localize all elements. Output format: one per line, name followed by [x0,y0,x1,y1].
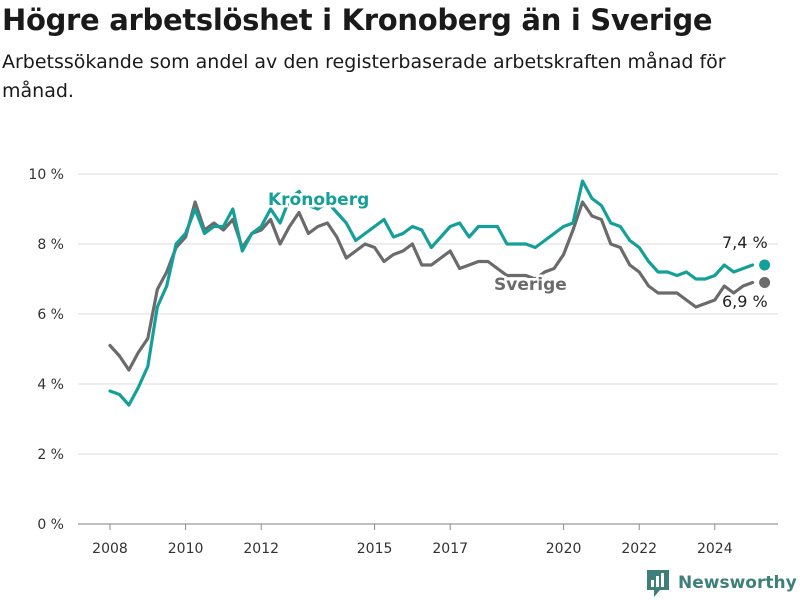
x-tick-label: 2024 [697,541,733,557]
series-label-kronoberg: Kronoberg [268,190,369,210]
end-value-label-sverige: 6,9 % [722,292,768,311]
end-dot-kronoberg [759,259,771,271]
y-tick-label: 4 % [37,377,64,393]
series-line-kronoberg [108,179,755,407]
series-line-sverige [108,200,755,372]
chart-labels: Kronoberg Sverige 7,4 % 6,9 % [266,188,768,312]
chart-title: Högre arbetslöshet i Kronoberg än i Sver… [2,3,713,37]
chart-subtitle: Arbetssökande som andel av den registerb… [2,51,726,102]
y-tick-label: 2 % [37,447,64,463]
x-tick-label: 2015 [357,541,393,557]
x-tick-label: 2012 [243,541,279,557]
series-lines [108,179,771,407]
newsworthy-logo[interactable]: Newsworthy [645,567,797,599]
end-value-label-kronoberg: 7,4 % [722,233,768,252]
end-dot-sverige [759,277,771,288]
series-label-sverige: Sverige [494,275,567,295]
x-axis: 2008 2010 2012 2015 2017 2020 2022 2024 [92,524,733,557]
x-tick-label: 2017 [432,541,468,557]
y-tick-label: 0 % [37,517,64,533]
newsworthy-logo-icon [647,570,669,597]
brand-name: Newsworthy [678,573,797,593]
y-tick-label: 10 % [28,167,64,183]
y-tick-label: 6 % [37,307,64,323]
x-tick-label: 2022 [621,541,657,557]
x-tick-label: 2020 [546,541,582,557]
y-tick-label: 8 % [37,237,64,253]
x-tick-label: 2010 [168,541,204,557]
x-tick-label: 2008 [92,541,128,557]
